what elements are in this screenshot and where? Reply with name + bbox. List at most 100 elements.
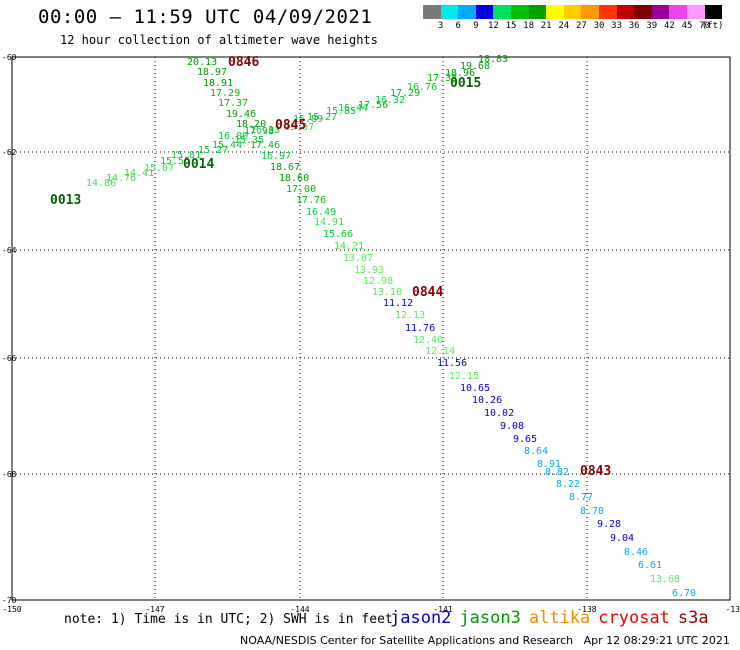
color-scale-label: 12 (487, 21, 499, 31)
wave-height-reading: 8.70 (580, 506, 604, 517)
wave-height-reading: 15.35 (234, 135, 264, 146)
pass-time-label: 0845 (275, 118, 306, 133)
pass-time-label: 0014 (183, 157, 214, 172)
color-scale-label: 6 (455, 21, 461, 31)
color-scale-label: 70 (699, 21, 711, 31)
wave-height-reading: 12.98 (363, 276, 393, 287)
wave-height-reading: 18.60 (279, 173, 309, 184)
color-scale-bar (423, 5, 723, 19)
color-scale-label: 33 (611, 21, 623, 31)
wave-height-reading: 13.87 (343, 253, 373, 264)
latitude-tick-label: -66 (2, 354, 17, 363)
wave-height-reading: 17.37 (218, 98, 248, 109)
wave-height-reading: 10.02 (484, 408, 514, 419)
longitude-tick-label: -147 (145, 605, 164, 614)
color-swatch (546, 5, 564, 19)
wave-height-reading: 9.28 (597, 519, 621, 530)
wave-height-reading: 15.55 (160, 156, 190, 167)
wave-height-reading: 19.68 (460, 61, 490, 72)
wave-height-reading: 11.76 (405, 323, 435, 334)
wave-height-reading: 16.97 (261, 151, 291, 162)
satellite-legend-entry: jason3 (459, 608, 521, 628)
wave-height-reading: 15.07 (144, 163, 174, 174)
wave-height-reading: 16.76 (407, 82, 437, 93)
map-title: 00:00 – 11:59 UTC 04/09/2021 (38, 6, 373, 28)
wave-height-reading: 15.66 (323, 229, 353, 240)
color-swatch (475, 5, 494, 19)
wave-height-reading: 13.10 (372, 287, 402, 298)
wave-height-readings: 20.1318.9718.9117.2917.3719.4618.2017.98… (86, 54, 696, 599)
wave-height-reading: 16.49 (306, 207, 336, 218)
wave-height-reading: 17.29 (390, 88, 420, 99)
color-swatch (651, 5, 670, 19)
satellite-legend-entry: s3a (677, 608, 709, 628)
wave-height-reading: 18.91 (203, 78, 233, 89)
wave-height-reading: 15.44 (212, 140, 242, 151)
color-scale-label: 3 (437, 21, 444, 31)
wave-height-reading: 16.32 (375, 95, 405, 106)
wave-height-reading: 17.98 (244, 126, 274, 137)
color-swatch (598, 5, 617, 19)
longitude-tick-label: -141 (433, 605, 452, 614)
pass-time-label: 0015 (450, 76, 481, 91)
wave-height-reading: 13.68 (650, 574, 680, 585)
wave-height-reading: 17.29 (210, 88, 240, 99)
color-swatch (669, 5, 687, 19)
wave-height-reading: 14.41 (124, 168, 154, 179)
wave-height-reading: 16.44 (338, 103, 368, 114)
wave-height-reading: 15.27 (198, 145, 228, 156)
longitude-tick-label: -150 (2, 605, 21, 614)
latitude-tick-label: -62 (2, 148, 17, 157)
satellite-legend-entry: jason2 (390, 608, 452, 628)
wave-height-reading: 18.67 (270, 162, 300, 173)
color-scale-label: 30 (593, 21, 605, 31)
color-swatch (440, 5, 459, 19)
color-swatch (563, 5, 582, 19)
pass-time-labels: 0846 0845 0015 0014 0013 0844 0843 (50, 55, 611, 479)
color-scale-label: (ft) (701, 21, 724, 31)
satellite-legend: jason2 jason3 altika cryosat s3a (390, 608, 717, 628)
pass-time-label: 0843 (580, 464, 611, 479)
wave-height-reading: 6.70 (672, 588, 696, 599)
wave-height-reading: 10.65 (460, 383, 490, 394)
color-swatch (581, 5, 599, 19)
color-swatch (634, 5, 652, 19)
wave-height-reading: 16.33 (250, 125, 280, 136)
footnote: note: 1) Time is in UTC; 2) SWH is in fe… (64, 612, 393, 627)
wave-height-reading: 14.76 (106, 173, 136, 184)
color-scale-label: 9 (473, 21, 479, 31)
wave-height-reading: 12.13 (395, 310, 425, 321)
satellite-legend-entry: altika (528, 608, 591, 628)
wave-height-reading: 20.13 (187, 57, 217, 68)
latitude-tick-label: -64 (2, 246, 17, 255)
pass-time-label: 0013 (50, 193, 81, 208)
wave-height-reading: 9.04 (610, 533, 634, 544)
longitude-tick-label: -13 (726, 605, 740, 614)
latitude-tick-label: -70 (2, 596, 17, 605)
color-swatch (686, 5, 705, 19)
longitude-tick-label: -138 (577, 605, 596, 614)
wave-height-reading: 14.86 (86, 178, 116, 189)
wave-height-reading: 17.56 (358, 100, 388, 111)
wave-height-reading: 9.65 (513, 434, 537, 445)
wave-height-reading: 17.38 (427, 73, 457, 84)
wave-height-reading: 8.77 (569, 492, 593, 503)
color-scale-label: 36 (628, 21, 640, 31)
latitude-tick-label: -60 (2, 53, 17, 62)
wave-height-reading: 15.27 (307, 112, 337, 123)
wave-height-reading: 8.91 (537, 459, 561, 470)
color-swatch (510, 5, 529, 19)
wave-height-reading: 18.96 (445, 68, 475, 79)
wave-height-reading: 11.12 (383, 298, 413, 309)
color-scale-label: 42 (663, 21, 675, 31)
wave-height-reading: 9.08 (500, 421, 524, 432)
wave-height-reading: 8.22 (556, 479, 580, 490)
wave-height-reading: 14.21 (334, 241, 364, 252)
map-subtitle: 12 hour collection of altimeter wave hei… (60, 33, 378, 47)
color-swatch (616, 5, 635, 19)
wave-height-reading: 11.56 (437, 358, 467, 369)
wave-height-reading: 17.46 (250, 140, 280, 151)
pass-time-label: 0846 (228, 55, 259, 70)
wave-height-reading: 8.46 (624, 547, 648, 558)
color-scale-label: 21 (540, 21, 552, 31)
